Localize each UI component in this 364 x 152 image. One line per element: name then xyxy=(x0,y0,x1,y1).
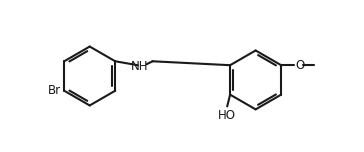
Text: Br: Br xyxy=(48,84,61,97)
Text: HO: HO xyxy=(218,109,236,122)
Text: NH: NH xyxy=(131,60,149,73)
Text: O: O xyxy=(296,59,305,72)
